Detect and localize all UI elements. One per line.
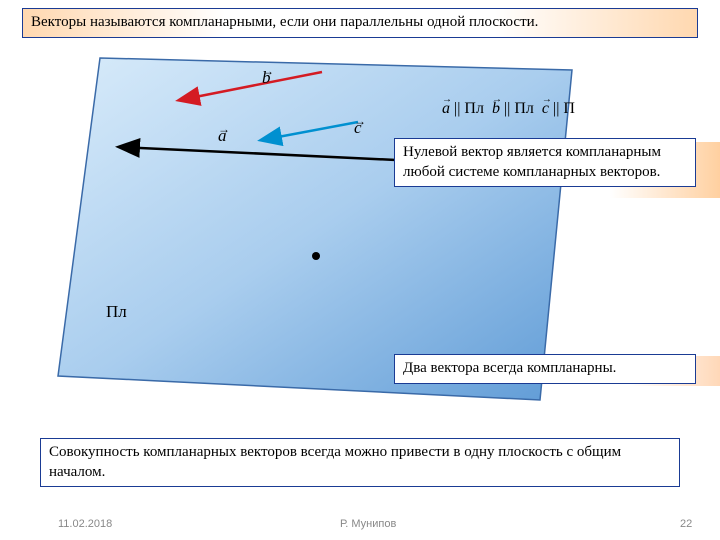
zero-vector-text: Нулевой вектор является компланарным люб… <box>403 144 661 180</box>
bottom-text: Совокупность компланарных векторов всегд… <box>49 444 621 480</box>
label-plane: Пл <box>106 302 127 322</box>
label-c: →c <box>354 118 362 138</box>
label-a: →a <box>218 126 227 146</box>
title-text: Векторы называются компланарными, если о… <box>31 14 538 30</box>
two-vectors-text: Два вектора всегда компланарны. <box>403 360 616 376</box>
footer-page: 22 <box>680 518 692 530</box>
center-dot <box>312 252 320 260</box>
title-box: Векторы называются компланарными, если о… <box>22 8 698 38</box>
footer-date: 11.02.2018 <box>58 518 112 530</box>
label-b: →b <box>262 68 271 88</box>
footer-author: Р. Мунипов <box>340 518 396 530</box>
parallel-notation: →a || Пл →b || Пл →c || П <box>442 100 575 118</box>
bottom-box: Совокупность компланарных векторов всегд… <box>40 438 680 487</box>
zero-vector-box: Нулевой вектор является компланарным люб… <box>394 138 696 187</box>
two-vectors-box: Два вектора всегда компланарны. <box>394 354 696 384</box>
